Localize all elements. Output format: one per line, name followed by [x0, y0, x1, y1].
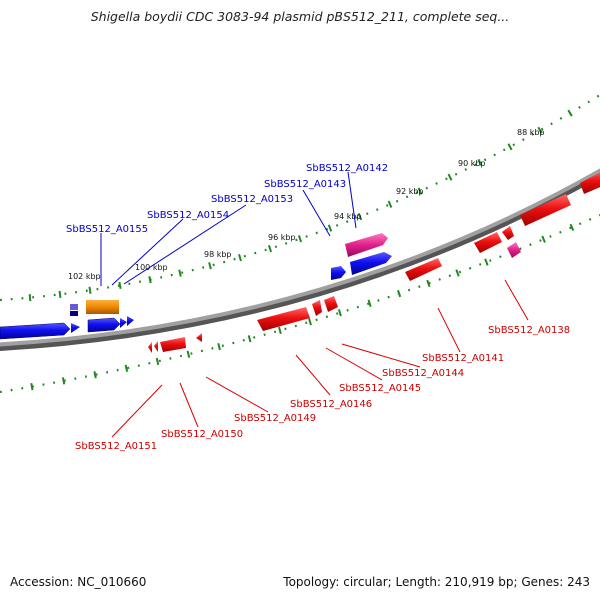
cds-forward-a0142[interactable] [345, 233, 388, 257]
major-tick [507, 143, 513, 151]
cds-reverse-small[interactable] [196, 333, 202, 342]
gene-label-a0145[interactable]: SbBS512_A0145 [339, 383, 421, 394]
major-tick [58, 290, 62, 298]
major-tick [567, 109, 573, 117]
major-ticks [28, 109, 575, 391]
major-tick [217, 343, 221, 351]
gene-label-a0141[interactable]: SbBS512_A0141 [422, 353, 504, 364]
major-tick [327, 224, 333, 232]
major-tick [357, 212, 363, 221]
kbp-label-98: 98 kbp [204, 250, 232, 259]
gene-label-a0146[interactable]: SbBS512_A0146 [290, 399, 372, 410]
cds-reverse-a0137[interactable] [520, 194, 571, 226]
major-tick [238, 253, 242, 262]
cds-reverse-a0144[interactable] [324, 296, 338, 312]
reverse-callout-lines [111, 279, 529, 438]
inner-tick-ring [0, 213, 600, 394]
cds-forward-left[interactable] [0, 322, 71, 340]
major-tick [367, 299, 372, 307]
kbp-label-90: 90 kbp [458, 159, 486, 168]
gene-label-a0151[interactable]: SbBS512_A0151 [75, 441, 157, 452]
major-tick [30, 382, 34, 391]
major-tick [88, 286, 92, 294]
major-tick [148, 276, 152, 284]
major-tick [308, 318, 312, 326]
gene-label-a0138[interactable]: SbBS512_A0138 [488, 325, 570, 336]
kbp-label-102: 102 kbp [68, 272, 101, 281]
major-tick [28, 294, 32, 302]
map-title: Shigella boydii CDC 3083-94 plasmid pBS5… [90, 9, 510, 24]
cds-forward-a0155[interactable] [87, 317, 121, 333]
cds-reverse-a0140[interactable] [474, 232, 502, 253]
major-tick [397, 289, 402, 298]
major-tick [93, 371, 97, 379]
major-tick [447, 173, 453, 181]
kbp-label-96: 96 kbp [268, 233, 296, 242]
cds-reverse-a0136[interactable] [580, 170, 600, 194]
major-tick [297, 235, 303, 243]
cds-reverse-a0145[interactable] [312, 300, 322, 316]
gene-label-a0143[interactable]: SbBS512_A0143 [264, 179, 346, 190]
major-tick [417, 187, 423, 195]
backbone [0, 168, 600, 347]
gene-label-a0144[interactable]: SbBS512_A0144 [382, 368, 464, 379]
major-tick [537, 126, 543, 134]
gene-label-a0153[interactable]: SbBS512_A0153 [211, 194, 293, 205]
cds-reverse-a0149[interactable] [160, 337, 186, 352]
kbp-label-94: 94 kbp [334, 212, 362, 221]
kbp-label-92: 92 kbp [396, 187, 424, 196]
major-tick [277, 326, 282, 335]
reverse-gene-labels: SbBS512_A0138 SbBS512_A0141 SbBS512_A014… [75, 325, 570, 452]
major-tick [155, 357, 160, 366]
major-tick [267, 244, 273, 253]
major-tick [455, 269, 460, 277]
gene-label-a0154[interactable]: SbBS512_A0154 [147, 210, 229, 221]
major-tick [118, 281, 122, 290]
topology-label: Topology: circular; Length: 210,919 bp; … [283, 575, 590, 589]
cds-forward-tiny-b[interactable] [70, 311, 78, 316]
forward-features[interactable] [0, 233, 392, 340]
kbp-label-100: 100 kbp [135, 263, 168, 272]
gene-label-a0155[interactable]: SbBS512_A0155 [66, 224, 148, 235]
major-tick [208, 262, 212, 270]
accession-label: Accession: NC_010660 [10, 575, 147, 589]
major-tick [337, 309, 342, 317]
cds-forward-a0153[interactable] [331, 266, 346, 280]
cds-forward-tiny-a[interactable] [70, 304, 78, 310]
cds-reverse-a0146[interactable] [257, 307, 310, 331]
cds-forward-small-2[interactable] [127, 316, 134, 326]
gene-label-a0149[interactable]: SbBS512_A0149 [234, 413, 316, 424]
major-tick [178, 269, 182, 277]
kbp-label-88: 88 kbp [517, 128, 545, 137]
forward-gene-labels: SbBS512_A0142 SbBS512_A0143 SbBS512_A015… [66, 163, 388, 235]
gene-label-a0150[interactable]: SbBS512_A0150 [161, 429, 243, 440]
major-tick [186, 350, 191, 358]
cds-forward-a0154[interactable] [86, 300, 119, 314]
major-tick [484, 258, 489, 266]
major-tick [247, 335, 252, 343]
forward-callout-lines [100, 171, 357, 286]
cds-reverse-a0138[interactable] [507, 242, 521, 258]
reverse-features[interactable] [148, 170, 600, 353]
major-tick [387, 200, 393, 208]
cds-reverse-a0139[interactable] [502, 226, 514, 240]
cds-forward-left-tip[interactable] [71, 323, 80, 333]
cds-reverse-a0141[interactable] [405, 258, 442, 281]
major-tick [569, 223, 575, 231]
gene-label-a0142[interactable]: SbBS512_A0142 [306, 163, 388, 174]
major-tick [426, 279, 431, 288]
cds-forward-small-1[interactable] [120, 318, 127, 328]
major-tick [124, 364, 129, 372]
cds-reverse-a0151[interactable] [148, 342, 152, 353]
major-tick [61, 377, 66, 385]
outer-tick-ring [0, 94, 600, 302]
major-tick [541, 235, 546, 243]
cds-reverse-a0150[interactable] [154, 341, 158, 352]
major-tick [477, 158, 483, 166]
cds-forward-a0143[interactable] [350, 252, 392, 275]
